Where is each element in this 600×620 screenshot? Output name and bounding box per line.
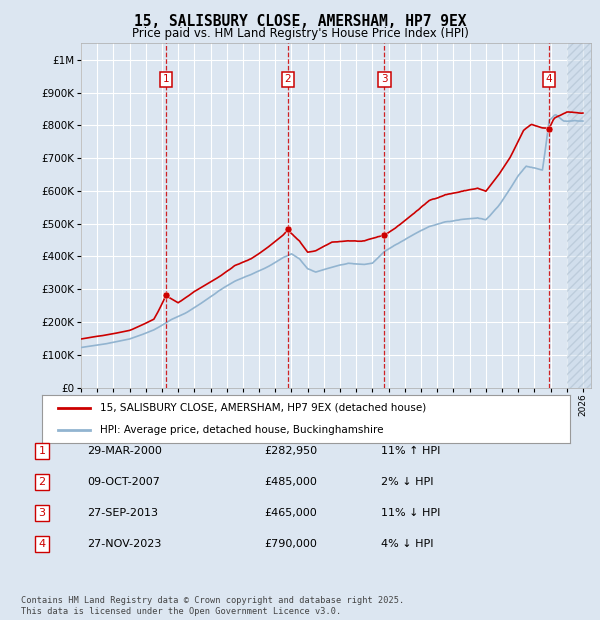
Text: 27-NOV-2023: 27-NOV-2023 (87, 539, 161, 549)
Text: 29-MAR-2000: 29-MAR-2000 (87, 446, 162, 456)
Text: 2: 2 (38, 477, 46, 487)
Text: 15, SALISBURY CLOSE, AMERSHAM, HP7 9EX: 15, SALISBURY CLOSE, AMERSHAM, HP7 9EX (134, 14, 466, 29)
Text: 27-SEP-2013: 27-SEP-2013 (87, 508, 158, 518)
Text: 2% ↓ HPI: 2% ↓ HPI (381, 477, 433, 487)
Text: 2: 2 (284, 74, 291, 84)
Text: £282,950: £282,950 (264, 446, 317, 456)
Text: HPI: Average price, detached house, Buckinghamshire: HPI: Average price, detached house, Buck… (100, 425, 383, 435)
Text: Price paid vs. HM Land Registry's House Price Index (HPI): Price paid vs. HM Land Registry's House … (131, 27, 469, 40)
Bar (567, 43, 591, 388)
Text: 4: 4 (38, 539, 46, 549)
Text: 09-OCT-2007: 09-OCT-2007 (87, 477, 160, 487)
Text: 3: 3 (38, 508, 46, 518)
Text: 1: 1 (163, 74, 169, 84)
Text: £485,000: £485,000 (264, 477, 317, 487)
Text: 11% ↑ HPI: 11% ↑ HPI (381, 446, 440, 456)
Text: £790,000: £790,000 (264, 539, 317, 549)
Text: 15, SALISBURY CLOSE, AMERSHAM, HP7 9EX (detached house): 15, SALISBURY CLOSE, AMERSHAM, HP7 9EX (… (100, 403, 427, 413)
Text: 4: 4 (546, 74, 553, 84)
Text: 11% ↓ HPI: 11% ↓ HPI (381, 508, 440, 518)
Text: Contains HM Land Registry data © Crown copyright and database right 2025.
This d: Contains HM Land Registry data © Crown c… (21, 596, 404, 616)
Bar (567, 43, 591, 388)
Text: 4% ↓ HPI: 4% ↓ HPI (381, 539, 433, 549)
Text: 3: 3 (381, 74, 388, 84)
Text: £465,000: £465,000 (264, 508, 317, 518)
Text: 1: 1 (38, 446, 46, 456)
